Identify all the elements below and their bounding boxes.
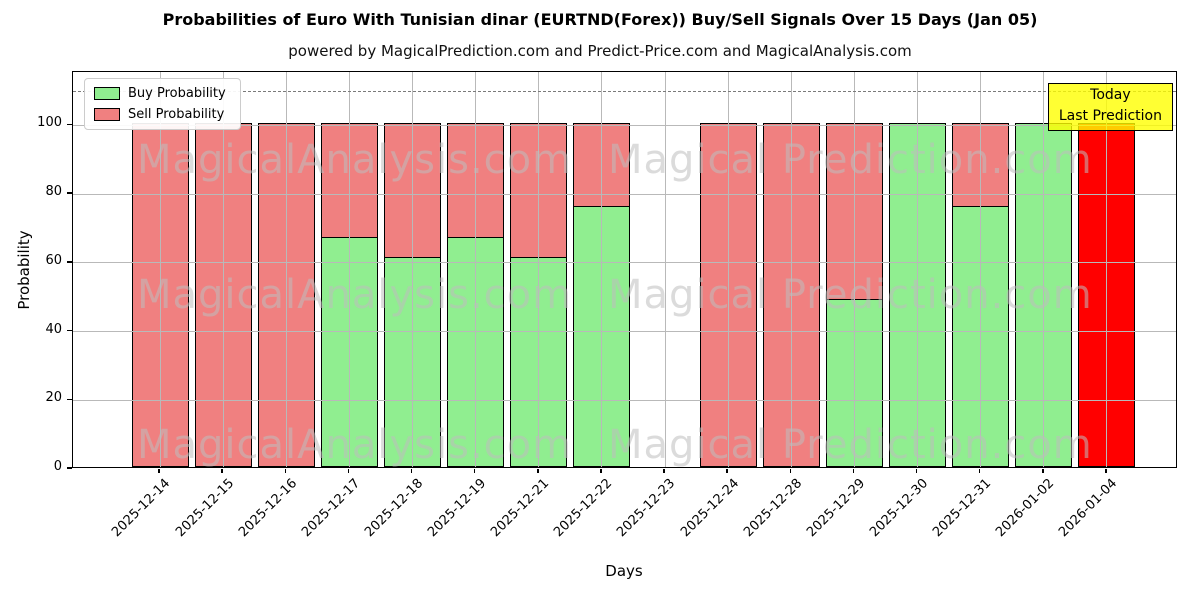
grid-line-vertical (980, 72, 982, 467)
legend-item-buy: Buy Probability (94, 86, 226, 101)
x-tick-label-text: 2025-12-28 (740, 476, 805, 541)
y-tick (67, 398, 72, 400)
today-annotation-line2: Last Prediction (1058, 108, 1162, 124)
watermark-text-right: Magical Prediction.com (608, 137, 1093, 183)
legend-label-buy: Buy Probability (128, 86, 226, 101)
watermark-text-right: Magical Prediction.com (608, 272, 1093, 318)
grid-line-vertical (285, 72, 287, 467)
x-tick (600, 469, 602, 473)
y-tick-label: 100 (37, 115, 62, 131)
x-tick-label-text: 2025-12-16 (235, 476, 300, 541)
y-tick-label: 40 (45, 321, 62, 337)
x-tick-label-text: 2025-12-18 (362, 476, 427, 541)
x-tick-label-text: 2025-12-24 (677, 476, 742, 541)
grid-line-vertical (601, 72, 603, 467)
x-axis-label: Days (605, 562, 643, 580)
y-tick (67, 123, 72, 126)
grid-line-vertical (538, 72, 540, 467)
dashed-reference-line (73, 90, 1176, 92)
grid-line-vertical (727, 72, 729, 467)
watermark-text-left: MagicalAnalysis.com (137, 272, 573, 318)
y-tick (67, 467, 72, 469)
x-tick-label-text: 2025-12-30 (867, 476, 932, 541)
buy-color-swatch (94, 87, 120, 100)
x-tick-label-text: 2025-12-17 (298, 476, 363, 541)
x-tick (284, 469, 286, 473)
chart-title: Probabilities of Euro With Tunisian dina… (162, 10, 1038, 29)
x-tick (789, 469, 792, 473)
watermark-text-right: Magical Prediction.com (608, 422, 1093, 468)
x-tick-label-text: 2025-12-21 (488, 476, 553, 541)
grid-line-vertical (917, 72, 919, 467)
watermark-text-left: MagicalAnalysis.com (137, 422, 573, 468)
x-tick (852, 469, 855, 473)
x-tick-label-text: 2025-12-19 (425, 476, 490, 541)
today-annotation-box: Today Last Prediction (1047, 83, 1173, 131)
y-tick-label: 0 (53, 459, 62, 474)
y-tick (67, 192, 72, 194)
legend-item-sell: Sell Probability (94, 107, 226, 122)
x-tick (915, 469, 918, 473)
grid-line-vertical (222, 72, 224, 467)
x-tick (537, 469, 539, 473)
sell-color-swatch (94, 108, 120, 121)
grid-line-vertical (1043, 72, 1045, 467)
x-tick-label-text: 2025-12-22 (551, 476, 616, 541)
y-tick (67, 261, 72, 263)
x-tick-label-text: 2026-01-04 (1056, 476, 1121, 541)
x-tick-label-text: 2025-12-14 (109, 476, 174, 541)
chart-subtitle: powered by MagicalPrediction.com and Pre… (288, 42, 912, 60)
x-tick (1105, 469, 1107, 473)
grid-line-horizontal (73, 399, 1176, 401)
y-tick-label: 20 (45, 390, 62, 406)
x-tick-label-text: 2025-12-29 (803, 476, 869, 541)
x-tick (1042, 469, 1044, 473)
y-axis-label: Probability (15, 230, 33, 310)
x-tick-label-text: 2026-01-02 (993, 476, 1058, 541)
legend-label-sell: Sell Probability (128, 107, 225, 122)
grid-line-vertical (475, 72, 477, 467)
grid-line-horizontal (73, 262, 1176, 264)
y-tick (67, 329, 72, 332)
x-tick (347, 469, 350, 473)
x-tick-label-text: 2025-12-23 (614, 476, 679, 541)
watermark-text-left: MagicalAnalysis.com (137, 137, 573, 183)
y-tick-label: 80 (45, 184, 62, 200)
grid-line-vertical (853, 72, 855, 467)
x-tick-label-text: 2025-12-15 (172, 476, 237, 541)
x-tick (978, 469, 981, 473)
grid-line-vertical (348, 72, 350, 467)
grid-line-vertical (412, 72, 414, 467)
today-annotation-line1: Today (1090, 87, 1131, 103)
x-tick (221, 469, 223, 473)
grid-line-horizontal (73, 124, 1176, 126)
grid-line-vertical (1106, 72, 1108, 467)
plot-area: MagicalAnalysis.com Magical Prediction.co… (72, 71, 1177, 468)
x-tick (473, 469, 476, 473)
x-tick (726, 469, 728, 473)
legend: Buy Probability Sell Probability (84, 78, 241, 130)
x-tick-label-text: 2025-12-31 (930, 476, 995, 541)
x-tick (410, 469, 413, 473)
grid-line-vertical (664, 72, 666, 467)
x-tick (158, 469, 160, 473)
grid-line-horizontal (73, 331, 1176, 332)
grid-line-horizontal (73, 193, 1176, 195)
x-tick (663, 469, 665, 473)
y-tick-label: 60 (45, 252, 62, 268)
grid-line-vertical (159, 72, 161, 467)
grid-line-vertical (790, 72, 792, 467)
